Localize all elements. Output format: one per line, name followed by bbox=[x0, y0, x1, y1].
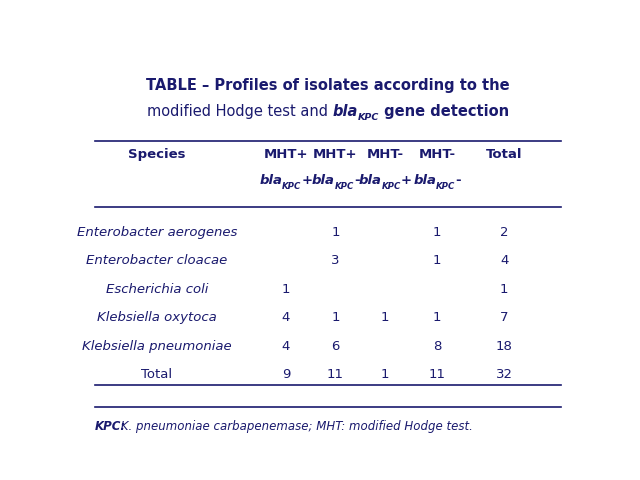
Text: MHT-: MHT- bbox=[367, 148, 404, 161]
Text: KPC: KPC bbox=[358, 113, 379, 122]
Text: 18: 18 bbox=[495, 340, 513, 353]
Text: Enterobacter cloacae: Enterobacter cloacae bbox=[86, 254, 227, 267]
Text: MHT+: MHT+ bbox=[313, 148, 358, 161]
Text: KPC:: KPC: bbox=[95, 420, 126, 433]
Text: KPC: KPC bbox=[335, 182, 354, 191]
Text: 1: 1 bbox=[500, 283, 508, 296]
Text: Klebsiella oxytoca: Klebsiella oxytoca bbox=[97, 311, 217, 324]
Text: 11: 11 bbox=[429, 368, 445, 381]
Text: 32: 32 bbox=[495, 368, 513, 381]
Text: -: - bbox=[354, 174, 360, 187]
Text: TABLE – Profiles of isolates according to the: TABLE – Profiles of isolates according t… bbox=[146, 78, 510, 93]
Text: Enterobacter aerogenes: Enterobacter aerogenes bbox=[77, 226, 237, 239]
Text: -: - bbox=[456, 174, 461, 187]
Text: 2: 2 bbox=[500, 226, 508, 239]
Text: Escherichia coli: Escherichia coli bbox=[106, 283, 208, 296]
Text: bla: bla bbox=[332, 104, 358, 119]
Text: 11: 11 bbox=[327, 368, 344, 381]
Text: +: + bbox=[401, 174, 412, 187]
Text: 1: 1 bbox=[433, 311, 442, 324]
Text: 6: 6 bbox=[332, 340, 340, 353]
Text: KPC: KPC bbox=[282, 182, 301, 191]
Text: 1: 1 bbox=[282, 283, 290, 296]
Text: bla: bla bbox=[413, 174, 436, 187]
Text: bla: bla bbox=[312, 174, 335, 187]
Text: +: + bbox=[301, 174, 312, 187]
Text: 7: 7 bbox=[500, 311, 508, 324]
Text: gene detection: gene detection bbox=[379, 104, 509, 119]
Text: Total: Total bbox=[141, 368, 172, 381]
Text: K. pneumoniae carbapenemase; MHT: modified Hodge test.: K. pneumoniae carbapenemase; MHT: modifi… bbox=[117, 420, 473, 433]
Text: KPC: KPC bbox=[436, 182, 456, 191]
Text: 1: 1 bbox=[331, 311, 340, 324]
Text: 3: 3 bbox=[331, 254, 340, 267]
Text: Klebsiella pneumoniae: Klebsiella pneumoniae bbox=[82, 340, 232, 353]
Text: bla: bla bbox=[259, 174, 282, 187]
Text: Species: Species bbox=[128, 148, 186, 161]
Text: 4: 4 bbox=[500, 254, 508, 267]
Text: 1: 1 bbox=[331, 226, 340, 239]
Text: 4: 4 bbox=[282, 311, 290, 324]
Text: MHT-: MHT- bbox=[419, 148, 456, 161]
Text: 4: 4 bbox=[282, 340, 290, 353]
Text: MHT+: MHT+ bbox=[264, 148, 308, 161]
Text: 1: 1 bbox=[433, 254, 442, 267]
Text: 1: 1 bbox=[433, 226, 442, 239]
Text: 1: 1 bbox=[381, 311, 389, 324]
Text: modified Hodge test and: modified Hodge test and bbox=[147, 104, 332, 119]
Text: 9: 9 bbox=[282, 368, 290, 381]
Text: 1: 1 bbox=[381, 368, 389, 381]
Text: 8: 8 bbox=[433, 340, 442, 353]
Text: Total: Total bbox=[486, 148, 522, 161]
Text: bla: bla bbox=[358, 174, 381, 187]
Text: KPC: KPC bbox=[381, 182, 401, 191]
